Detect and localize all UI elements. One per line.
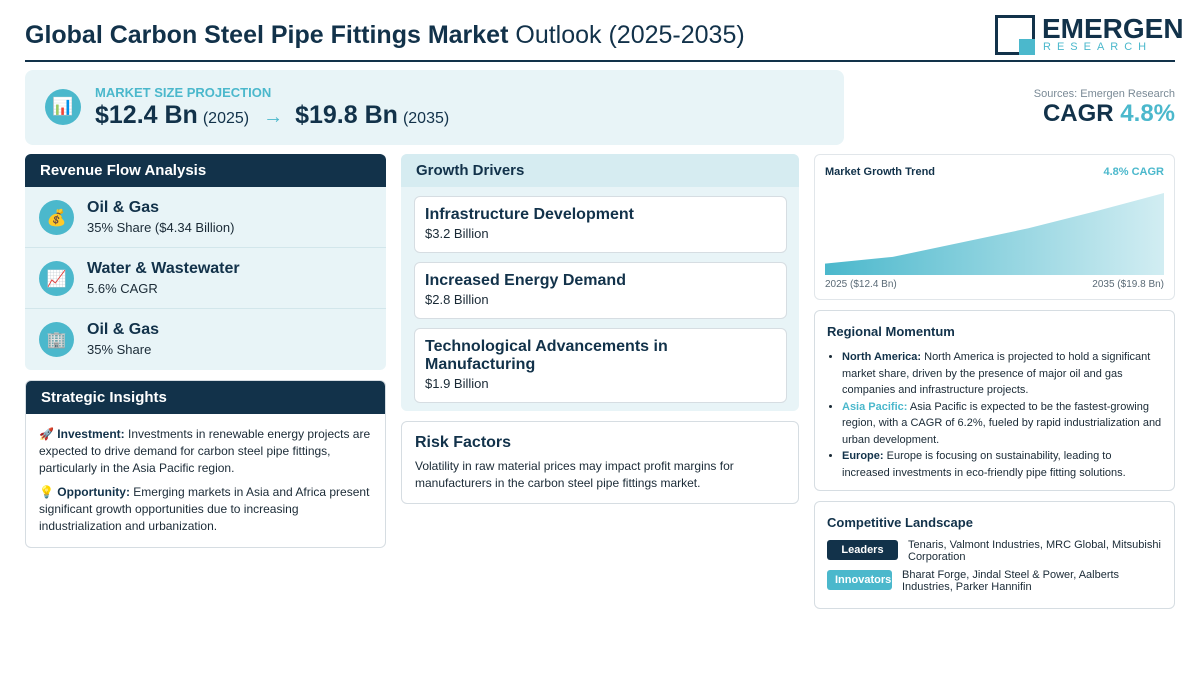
building-icon: 🏢 (39, 322, 74, 357)
region-text: Asia Pacific is expected to be the faste… (842, 400, 1162, 446)
page-title: Global Carbon Steel Pipe Fittings Market… (25, 21, 745, 50)
trend-area-chart (825, 193, 1164, 275)
regional-momentum-panel: Regional Momentum North America: North A… (814, 310, 1175, 491)
logo-name: EMERGEN (1042, 13, 1184, 44)
innovators-row: Innovators Bharat Forge, Jindal Steel & … (827, 569, 1164, 593)
trend-cagr: 4.8% CAGR (1103, 166, 1164, 178)
leaders-text: Tenaris, Valmont Industries, MRC Global,… (908, 539, 1161, 563)
header: Global Carbon Steel Pipe Fittings Market… (25, 10, 1184, 62)
arrow-right-icon: → (263, 106, 284, 128)
title-rest: Outlook (2025-2035) (515, 21, 745, 49)
logo-subtitle: RESEARCH (1043, 41, 1153, 53)
projection-label: MARKET SIZE PROJECTION (95, 85, 272, 100)
revenue-item-name: Oil & Gas (87, 199, 160, 216)
revenue-item-name: Water & Wastewater (87, 260, 240, 277)
money-bag-icon: 💰 (39, 200, 74, 235)
projection-values: $12.4 Bn (2025) → $19.8 Bn (2035) (95, 101, 449, 130)
logo-mark-icon (995, 15, 1035, 55)
driver-value: $2.8 Billion (425, 292, 489, 307)
trend-chart-icon: 📈 (39, 261, 74, 296)
regional-list: North America: North America is projecte… (827, 349, 1162, 481)
innovators-text: Bharat Forge, Jindal Steel & Power, Aalb… (902, 569, 1120, 593)
driver-name: Technological Advancements in Manufactur… (425, 338, 668, 373)
cagr-headline: CAGR 4.8% (1043, 100, 1175, 128)
revenue-item-name: Oil & Gas (87, 321, 160, 338)
region-item: Europe: Europe is focusing on sustainabi… (842, 448, 1162, 481)
strategic-insights-panel: Strategic Insights 🚀 Investment: Investm… (25, 380, 386, 548)
start-year: (2025) (202, 110, 250, 127)
region-name: Europe: (842, 450, 884, 462)
market-size-projection: 📊 MARKET SIZE PROJECTION $12.4 Bn (2025) →… (25, 70, 844, 145)
risk-factors-title: Risk Factors (415, 434, 512, 451)
region-name: Asia Pacific: (842, 400, 908, 413)
title-bold: Global Carbon Steel Pipe Fittings Market (25, 21, 509, 49)
region-item: Asia Pacific: Asia Pacific is expected t… (842, 399, 1162, 449)
insight-item: 🚀 Investment: Investments in renewable e… (39, 426, 372, 477)
region-text: North America is projected to hold a sig… (842, 351, 1151, 396)
driver-card: Technological Advancements in Manufactur… (414, 328, 787, 403)
revenue-flow-title: Revenue Flow Analysis (25, 154, 386, 187)
trend-title: Market Growth Trend (825, 166, 936, 178)
end-year: (2035) (402, 110, 450, 127)
rocket-icon: 🚀 (39, 427, 54, 441)
driver-value: $3.2 Billion (425, 226, 489, 241)
region-name: North America: (842, 351, 922, 363)
insight-label: Investment: (57, 427, 125, 441)
revenue-item-value: 35% Share ($4.34 Billion) (87, 220, 235, 235)
insight-label: Opportunity: (57, 485, 130, 499)
sources-text: Sources: Emergen Research (1033, 88, 1175, 100)
insight-text: Investments in renewable energy projects… (39, 427, 371, 475)
insight-text: Emerging markets in Asia and Africa pres… (39, 485, 370, 533)
driver-name: Infrastructure Development (425, 206, 634, 223)
risk-factors-text: Volatility in raw material prices may im… (415, 459, 734, 490)
revenue-item: 📈 Water & Wastewater 5.6% CAGR (25, 248, 386, 309)
growth-drivers-panel: Growth Drivers Infrastructure Developmen… (401, 154, 799, 411)
revenue-item: 🏢 Oil & Gas 35% Share (25, 309, 386, 370)
trend-area (825, 193, 1164, 275)
competitive-landscape-title: Competitive Landscape (827, 515, 973, 530)
revenue-item-value: 35% Share (87, 342, 152, 357)
leaders-badge: Leaders (827, 540, 898, 560)
start-value: $12.4 Bn (95, 101, 198, 129)
driver-value: $1.9 Billion (425, 376, 489, 391)
insight-item: 💡 Opportunity: Emerging markets in Asia … (39, 484, 372, 535)
strategic-insights-body: 🚀 Investment: Investments in renewable e… (26, 414, 385, 535)
market-growth-trend-panel: Market Growth Trend 4.8% CAGR 2025 ($12.… (814, 154, 1175, 300)
growth-drivers-title: Growth Drivers (401, 154, 799, 187)
driver-card: Increased Energy Demand $2.8 Billion (414, 262, 787, 319)
trend-end-label: 2035 ($19.8 Bn) (1092, 279, 1164, 290)
strategic-insights-title: Strategic Insights (26, 381, 385, 414)
logo: EMERGEN RESEARCH (995, 13, 1184, 55)
cagr-label: CAGR (1042, 100, 1114, 127)
region-item: North America: North America is projecte… (842, 349, 1162, 399)
competitive-landscape-panel: Competitive Landscape Leaders Tenaris, V… (814, 501, 1175, 609)
revenue-item: 💰 Oil & Gas 35% Share ($4.34 Billion) (25, 187, 386, 248)
leaders-row: Leaders Tenaris, Valmont Industries, MRC… (827, 539, 1166, 563)
bar-chart-icon: 📊 (45, 89, 81, 125)
lightbulb-icon: 💡 (39, 485, 54, 499)
risk-factors-panel: Risk Factors Volatility in raw material … (401, 421, 799, 504)
trend-start-label: 2025 ($12.4 Bn) (825, 279, 897, 290)
cagr-value: 4.8% (1120, 100, 1175, 127)
driver-card: Infrastructure Development $3.2 Billion (414, 196, 787, 253)
revenue-item-value: 5.6% CAGR (87, 281, 158, 296)
revenue-flow-panel: Revenue Flow Analysis 💰 Oil & Gas 35% Sh… (25, 154, 386, 370)
driver-name: Increased Energy Demand (425, 272, 626, 289)
innovators-badge: Innovators (827, 570, 892, 590)
end-value: $19.8 Bn (295, 101, 398, 129)
region-text: Europe is focusing on sustainability, le… (842, 450, 1126, 479)
regional-momentum-title: Regional Momentum (827, 324, 955, 339)
